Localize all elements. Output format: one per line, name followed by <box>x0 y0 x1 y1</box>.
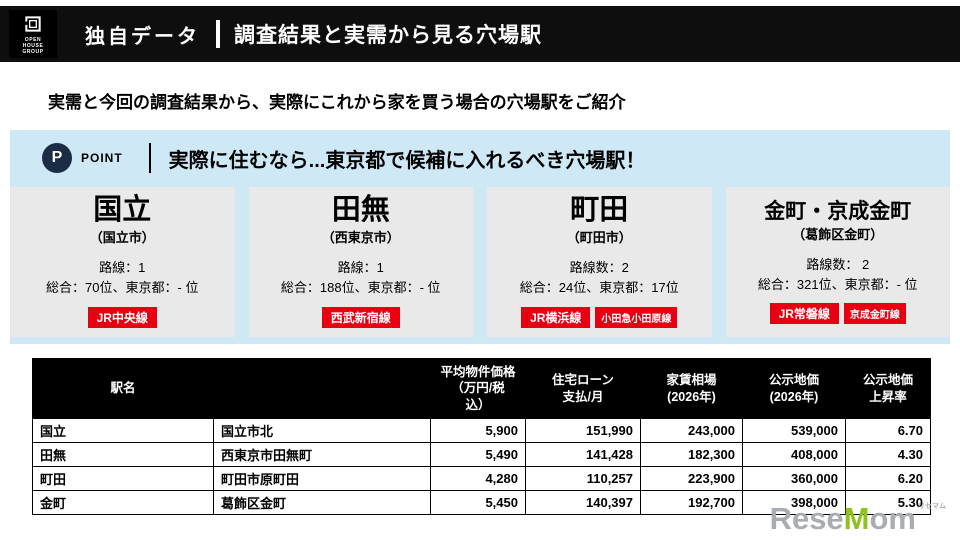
point-panel: P POINT 実際に住むなら...東京都で候補に入れるべき穴場駅！ 国立 （国… <box>10 130 950 344</box>
station-card-machida: 町田 （町田市） 路線数：2 総合：24位、東京都：17位 JR横浜線 小田急小… <box>487 187 712 337</box>
rail-line-badge: 小田急小田原線 <box>595 306 678 328</box>
table-cell-avg-price: 5,450 <box>430 490 526 515</box>
header-label: 独自データ <box>85 25 200 48</box>
table-cell-station: 田無 <box>32 442 214 467</box>
rail-line-badge: JR中央線 <box>87 306 157 328</box>
point-divider <box>148 143 151 173</box>
table-cell-rise: 4.30 <box>845 442 931 467</box>
station-lines-count: 路線数：2 <box>569 260 629 276</box>
rail-line-badge: JR横浜線 <box>521 306 591 328</box>
col-header-rent: 家賃相場 (2026年) <box>640 358 743 419</box>
table-cell-location: 葛飾区金町 <box>213 490 431 515</box>
open-house-group-logo: OPEN HOUSE GROUP <box>9 10 57 58</box>
table-row: 国立 国立市北 5,900 151,990 243,000 539,000 6.… <box>32 418 931 443</box>
rail-line-badges: JR横浜線 小田急小田原線 <box>487 306 712 328</box>
col-header-loan: 住宅ローン 支払/月 <box>525 358 641 419</box>
table-row: 町田 町田市原町田 4,280 110,257 223,900 360,000 … <box>32 466 931 491</box>
rail-line-badges: JR常磐線 京成金町線 <box>726 303 951 325</box>
header-divider <box>216 20 220 48</box>
col-header-station: 駅名 <box>32 358 214 419</box>
table-header-row: 駅名 平均物件価格 （万円/税 込） 住宅ローン 支払/月 家賃相場 (2026… <box>32 358 931 419</box>
watermark-text: Rese <box>769 501 844 536</box>
rail-line-badges: JR中央線 <box>10 306 235 328</box>
table-cell-location: 町田市原町田 <box>213 466 431 491</box>
table-cell-avg-price: 5,490 <box>430 442 526 467</box>
table-cell-rent: 223,900 <box>640 466 743 491</box>
station-card-kunitachi: 国立 （国立市） 路線：1 総合：70位、東京都：- 位 JR中央線 <box>10 187 235 337</box>
table-cell-avg-price: 5,900 <box>430 418 526 443</box>
station-lines-count: 路線：1 <box>99 260 146 276</box>
table-row: 田無 西東京市田無町 5,490 141,428 182,300 408,000… <box>32 442 931 467</box>
open-house-logo-icon <box>25 15 41 32</box>
station-card-kanamachi: 金町・京成金町 （葛飾区金町） 路線数： 2 総合：321位、東京都：- 位 J… <box>725 187 951 337</box>
table-cell-rent: 243,000 <box>640 418 743 443</box>
station-data-table: 駅名 平均物件価格 （万円/税 込） 住宅ローン 支払/月 家賃相場 (2026… <box>32 358 931 515</box>
point-heading: 実際に住むなら...東京都で候補に入れるべき穴場駅！ <box>168 149 646 172</box>
watermark-suffix: リセマム <box>918 503 946 510</box>
table-cell-land-price: 539,000 <box>742 418 846 443</box>
logo-text-line: OPEN <box>24 36 42 43</box>
rail-line-badge: 京成金町線 <box>843 303 906 325</box>
station-name: 国立 <box>93 194 152 226</box>
station-lines-count: 路線数： 2 <box>806 257 870 273</box>
point-row: P POINT 実際に住むなら...東京都で候補に入れるべき穴場駅！ <box>10 130 950 173</box>
station-rank: 総合：321位、東京都：- 位 <box>757 277 918 293</box>
station-lines-count: 路線：1 <box>337 260 384 276</box>
rail-line-badge: 西武新宿線 <box>321 306 400 328</box>
table-cell-avg-price: 4,280 <box>430 466 526 491</box>
station-name: 田無 <box>331 194 390 226</box>
table-cell-land-price: 408,000 <box>742 442 846 467</box>
col-header-land-price: 公示地価 (2026年) <box>742 358 846 419</box>
station-stats: 路線：1 総合：188位、東京都：- 位 <box>249 258 474 298</box>
table-cell-station: 町田 <box>32 466 214 491</box>
table-cell-location: 西東京市田無町 <box>213 442 431 467</box>
page-title: 調査結果と実需から見る穴場駅 <box>234 24 542 47</box>
logo-text-line: HOUSE <box>22 42 44 49</box>
table-cell-loan: 141,428 <box>525 442 641 467</box>
table-cell-loan: 110,257 <box>525 466 641 491</box>
subtitle-text: 実需と今回の調査結果から、実際にこれから家を買う場合の穴場駅をご紹介 <box>48 93 626 112</box>
watermark-text: om <box>869 501 917 536</box>
rail-line-badge: JR常磐線 <box>769 303 839 325</box>
col-header-avg-price: 平均物件価格 （万円/税 込） <box>430 358 526 419</box>
table-cell-land-price: 398,000 <box>742 490 846 515</box>
station-card-tanashi: 田無 （西東京市） 路線：1 総合：188位、東京都：- 位 西武新宿線 <box>248 187 474 337</box>
station-city: （国立市） <box>89 230 155 246</box>
station-cards: 国立 （国立市） 路線：1 総合：70位、東京都：- 位 JR中央線 田無 （西… <box>10 187 950 337</box>
table-cell-rent: 182,300 <box>640 442 743 467</box>
col-header-location <box>213 358 431 419</box>
point-badge-icon: P <box>42 143 72 173</box>
logo-text-line: GROUP <box>22 48 44 55</box>
station-stats: 路線数：2 総合：24位、東京都：17位 <box>487 258 712 298</box>
station-rank: 総合：188位、東京都：- 位 <box>280 280 441 296</box>
table-cell-loan: 151,990 <box>525 418 641 443</box>
table-cell-rise: 5.30 <box>845 490 931 515</box>
station-city: （葛飾区金町） <box>792 227 884 243</box>
rail-line-badges: 西武新宿線 <box>249 306 474 328</box>
station-city: （町田市） <box>566 230 632 246</box>
table-cell-location: 国立市北 <box>213 418 431 443</box>
station-name: 町田 <box>570 194 629 226</box>
table-row: 金町 葛飾区金町 5,450 140,397 192,700 398,000 5… <box>32 490 931 515</box>
station-rank: 総合：70位、東京都：- 位 <box>46 280 199 296</box>
table-cell-rise: 6.70 <box>845 418 931 443</box>
table-cell-land-price: 360,000 <box>742 466 846 491</box>
station-stats: 路線：1 総合：70位、東京都：- 位 <box>10 258 235 298</box>
table-cell-station: 国立 <box>32 418 214 443</box>
station-rank: 総合：24位、東京都：17位 <box>519 280 679 296</box>
table-cell-rise: 6.20 <box>845 466 931 491</box>
table-cell-loan: 140,397 <box>525 490 641 515</box>
station-name: 金町・京成金町 <box>764 200 912 223</box>
header-bar: OPEN HOUSE GROUP 独自データ 調査結果と実需から見る穴場駅 <box>0 6 960 62</box>
resemom-watermark-logo: ReseMom リセマム <box>770 503 946 534</box>
table-cell-station: 金町 <box>32 490 214 515</box>
point-label: POINT <box>81 151 123 165</box>
col-header-land-price-rise: 公示地価 上昇率 <box>845 358 931 419</box>
table-cell-rent: 192,700 <box>640 490 743 515</box>
watermark-text-green: M <box>843 501 870 536</box>
station-stats: 路線数： 2 総合：321位、東京都：- 位 <box>726 255 951 295</box>
station-city: （西東京市） <box>321 230 400 246</box>
